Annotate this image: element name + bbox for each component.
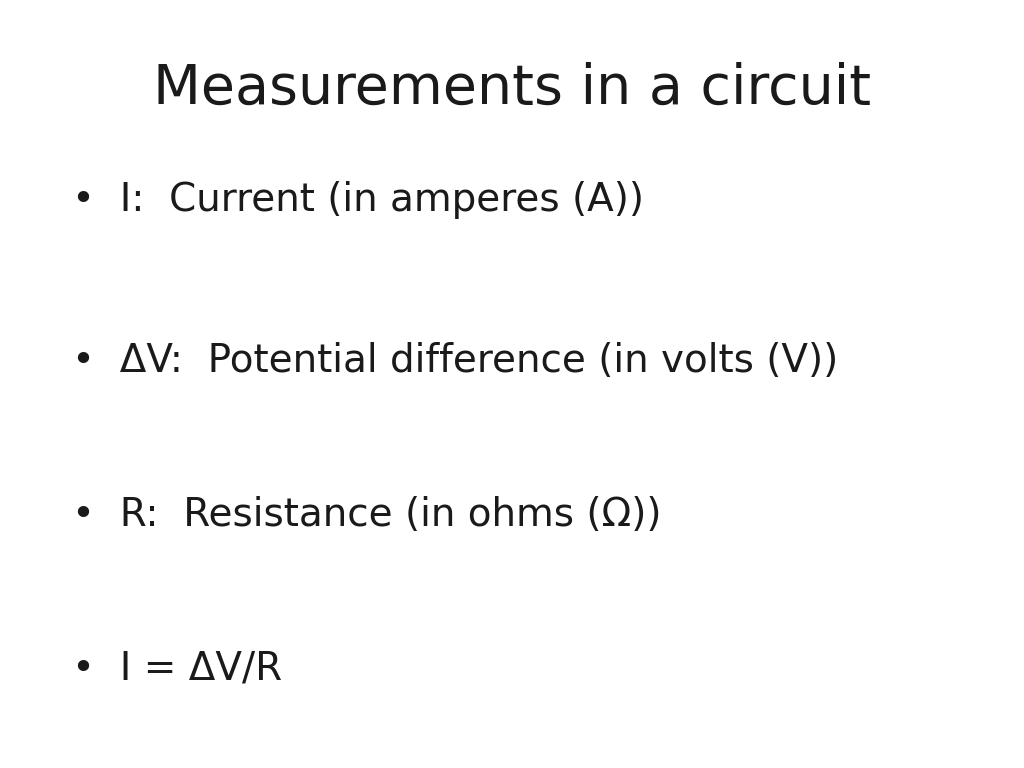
Text: •  I = ΔV/R: • I = ΔV/R bbox=[72, 649, 282, 687]
Text: Measurements in a circuit: Measurements in a circuit bbox=[153, 61, 871, 115]
Text: •  R:  Resistance (in ohms (Ω)): • R: Resistance (in ohms (Ω)) bbox=[72, 495, 662, 534]
Text: •  ΔV:  Potential difference (in volts (V)): • ΔV: Potential difference (in volts (V)… bbox=[72, 342, 838, 380]
Text: •  I:  Current (in amperes (A)): • I: Current (in amperes (A)) bbox=[72, 180, 644, 219]
